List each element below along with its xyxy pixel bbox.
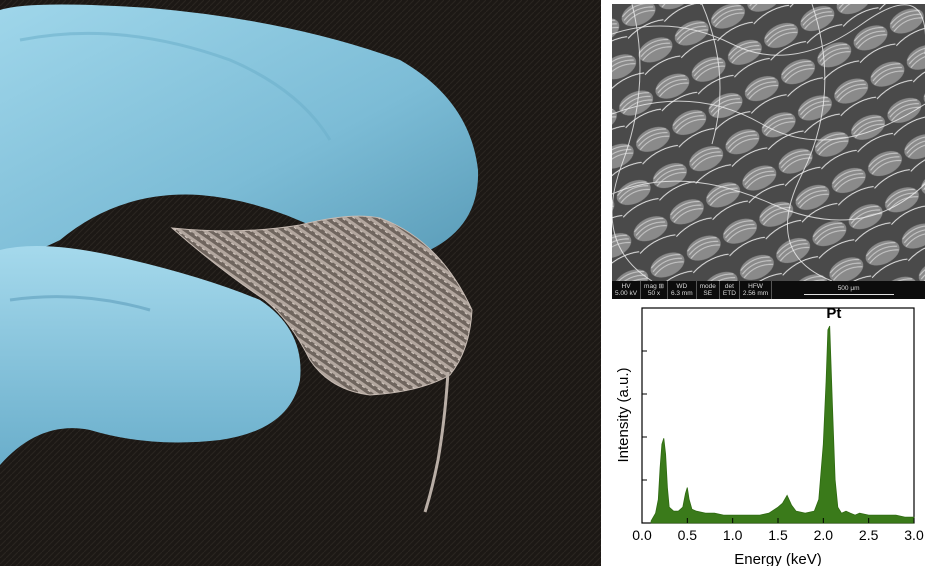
photo-illustration: [0, 0, 601, 566]
sem-scale-line: [803, 294, 894, 295]
lower-thumb-crease: [9, 295, 151, 312]
sem-hfw-label: HFW: [748, 283, 763, 290]
pt-textile: [170, 215, 473, 396]
sem-scale-label: 500 μm: [837, 285, 860, 292]
x-tick-label: 0.5: [678, 527, 698, 543]
sem-mode: mode SE: [697, 281, 720, 299]
edx-spectrum: 0.0 0.5 1.0 1.5 2.0 2.5 3.0 Pt Energy (keV) In…: [612, 300, 927, 566]
sem-hfw-value: 2.56 mm: [742, 290, 769, 297]
spectrum-area: [650, 325, 915, 524]
x-tick-label: 0.0: [632, 527, 652, 543]
loose-thread: [423, 371, 450, 513]
pt-peak-label: Pt: [826, 305, 841, 322]
y-axis-label: Intensity (a.u.): [615, 367, 632, 462]
x-tick-label: 3.0: [904, 527, 924, 543]
sem-det-label: det: [724, 283, 734, 290]
sem-mag-value: 50 x: [647, 290, 661, 297]
photo-panel: [0, 0, 601, 566]
sem-hfw: HFW 2.56 mm: [740, 281, 773, 299]
sem-mode-value: SE: [703, 290, 713, 297]
sem-scale-bar: 500 μm: [772, 281, 925, 299]
sem-wd-value: 6.3 mm: [670, 290, 693, 297]
sem-micrograph: HV 5.00 kV mag ⊞ 50 x WD 6.3 mm mode SE …: [612, 4, 925, 299]
x-tick-label: 2.0: [814, 527, 834, 543]
x-tick-label: 1.5: [768, 527, 788, 543]
sem-mag: mag ⊞ 50 x: [641, 281, 668, 299]
lower-thumb: [0, 246, 301, 465]
x-tick-label: 2.5: [859, 527, 879, 543]
sem-wd: WD 6.3 mm: [668, 281, 697, 299]
x-tick-label: 1.0: [723, 527, 743, 543]
edx-chart: 0.0 0.5 1.0 1.5 2.0 2.5 3.0 Pt Energy (keV) In…: [615, 305, 924, 566]
upper-finger-crease: [19, 31, 332, 141]
sem-hv-value: 5.00 kV: [615, 290, 638, 297]
sem-hv: HV 5.00 kV: [612, 281, 642, 299]
sem-fiber-texture: [612, 4, 925, 282]
upper-finger: [0, 4, 479, 257]
sem-mag-label: mag ⊞: [644, 283, 664, 290]
sem-mode-label: mode: [699, 283, 716, 290]
x-axis-label: Energy (keV): [734, 551, 822, 566]
sem-wd-label: WD: [676, 283, 688, 290]
sem-det: det ETD: [720, 281, 740, 299]
sem-det-value: ETD: [722, 290, 736, 297]
sem-info-bar: HV 5.00 kV mag ⊞ 50 x WD 6.3 mm mode SE …: [612, 281, 925, 299]
sem-hv-label: HV: [621, 283, 631, 290]
plot-frame: [641, 307, 915, 524]
